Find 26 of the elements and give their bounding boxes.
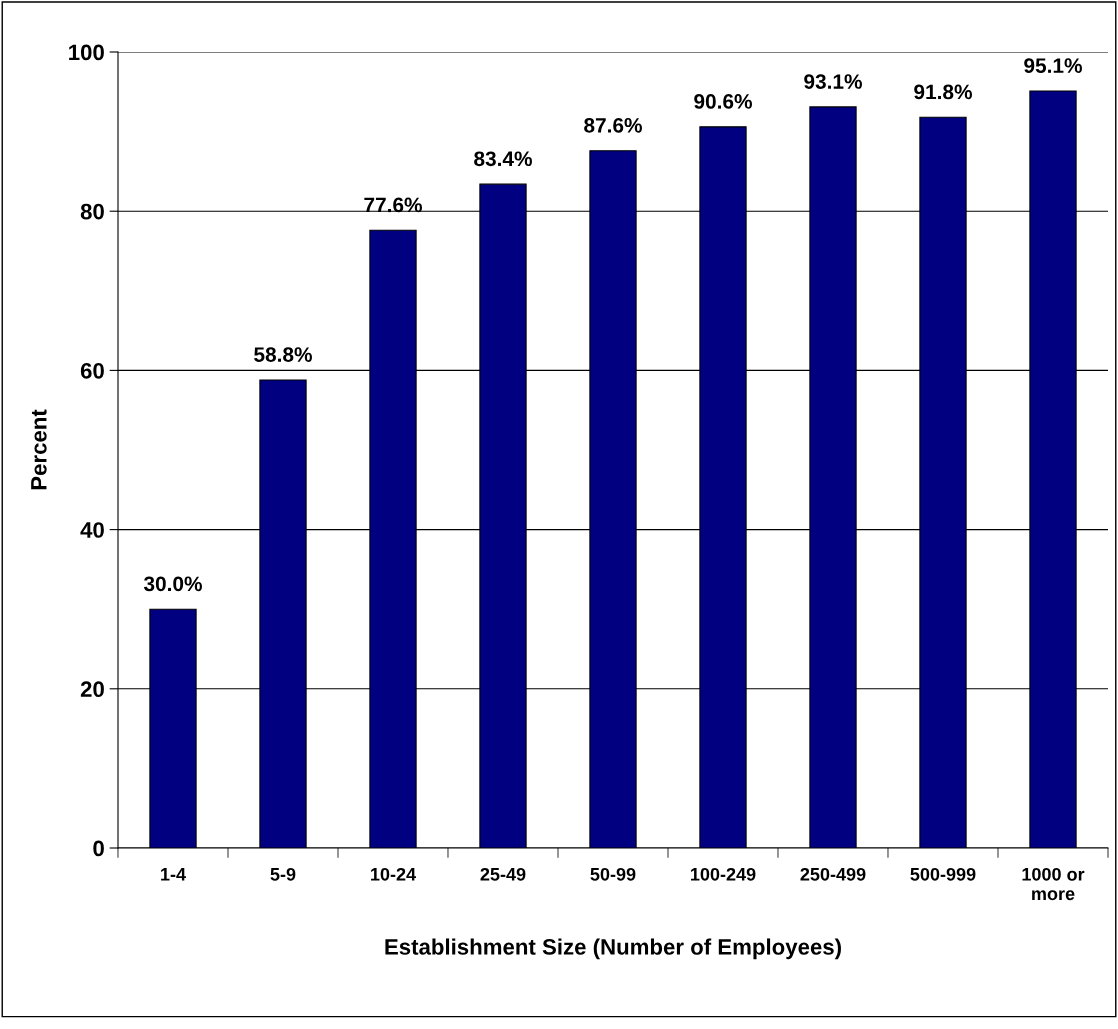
y-axis-title: Percent xyxy=(31,409,47,490)
data-label: 93.1% xyxy=(804,74,862,89)
x-tick-label: 100-249 xyxy=(691,867,756,881)
data-label: 30.0% xyxy=(143,576,202,592)
x-tick-label: 10-24 xyxy=(371,867,416,881)
y-tick-label: 0 xyxy=(93,840,104,857)
x-tick-label: 1000 or more xyxy=(1022,867,1085,901)
x-tick-label: 1-4 xyxy=(161,868,186,881)
y-tick-label: 40 xyxy=(80,522,104,538)
data-label: 58.8% xyxy=(254,347,312,362)
data-label: 91.8% xyxy=(914,84,972,100)
x-tick-label: 500-999 xyxy=(910,867,976,881)
x-axis-title: Establishment Size (Number of Employees) xyxy=(385,938,841,960)
x-tick-label: 5-9 xyxy=(270,867,296,881)
y-tick-label: 60 xyxy=(80,362,104,379)
x-tick-label: 25-49 xyxy=(480,867,526,881)
y-tick-label: 80 xyxy=(80,203,104,220)
x-tick-label: 50-99 xyxy=(590,867,636,881)
y-tick-label: 100 xyxy=(69,44,104,61)
data-label: 90.6% xyxy=(694,94,752,109)
data-label: 83.4% xyxy=(474,151,532,167)
data-label: 77.6% xyxy=(364,197,422,213)
data-label: 87.6% xyxy=(584,117,642,133)
data-label: 95.1% xyxy=(1024,58,1082,73)
y-tick-label: 20 xyxy=(80,681,104,698)
x-tick-label: 250-499 xyxy=(800,867,866,881)
